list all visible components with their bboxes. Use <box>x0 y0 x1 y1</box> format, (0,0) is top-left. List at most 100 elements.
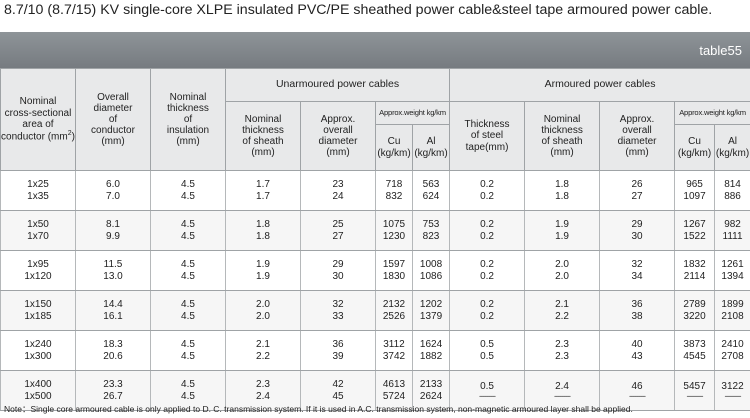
table-row: 1x240 1x300 18.3 20.6 4.5 4.5 2.1 2.2 36 39 3112 37… <box>0 330 750 371</box>
cell-area: 1x240 1x300 <box>0 330 76 371</box>
cell-ar-od: 46 -------- <box>599 370 676 411</box>
cell-ar-od: 40 43 <box>599 330 676 371</box>
spec-table-container: table55 Nominal cross-sectional area of … <box>0 32 750 411</box>
cell-un-al: 2133 2624 <box>411 370 451 411</box>
header-un-weight: Approx.weight kg/km <box>374 101 451 125</box>
cell-area: 1x50 1x70 <box>0 210 76 251</box>
header-steel-tape: Thickness of steel tape(mm) <box>449 101 526 171</box>
cell-un-al: 753 823 <box>411 210 451 251</box>
cell-un-od: 23 24 <box>300 170 376 211</box>
cell-ar-al: 2410 2708 <box>714 330 750 371</box>
cell-dia: 14.4 16.1 <box>75 290 151 331</box>
header-unarmoured-group: Unarmoured power cables <box>224 68 451 102</box>
spec-table-body: 1x25 1x35 6.0 7.0 4.5 4.5 1.7 1.7 23 24 718 832 563 6… <box>0 170 750 411</box>
cell-un-al: 1624 1882 <box>411 330 451 371</box>
header-un-cu: Cu (kg/km) <box>375 124 413 171</box>
cell-ar-cu: 1267 1522 <box>674 210 716 251</box>
header-overall-diameter: Overall diameter of conductor (mm) <box>75 68 151 171</box>
cell-un-cu: 4613 5724 <box>375 370 413 411</box>
cell-un-sh: 2.3 2.4 <box>225 370 301 411</box>
header-ar-sheath: Nominal thickness of sheath (mm) <box>524 101 601 171</box>
cell-un-cu: 2132 2526 <box>375 290 413 331</box>
cell-ar-al: 1261 1394 <box>714 250 750 291</box>
cell-un-sh: 2.0 2.0 <box>225 290 301 331</box>
cell-un-al: 563 624 <box>411 170 451 211</box>
cell-ar-cu: 5457 -------- <box>674 370 716 411</box>
cell-ar-cu: 3873 4545 <box>674 330 716 371</box>
cell-ar-od: 26 27 <box>599 170 676 211</box>
cell-ins: 4.5 4.5 <box>150 290 226 331</box>
cell-steel: 0.2 0.2 <box>449 250 526 291</box>
cell-ar-sh: 2.1 2.2 <box>524 290 601 331</box>
cell-ins: 4.5 4.5 <box>150 210 226 251</box>
cell-ar-od: 29 30 <box>599 210 676 251</box>
cell-ins: 4.5 4.5 <box>150 330 226 371</box>
cell-dia: 8.1 9.9 <box>75 210 151 251</box>
cell-ar-od: 32 34 <box>599 250 676 291</box>
header-un-sheath: Nominal thickness of sheath (mm) <box>225 101 301 171</box>
cell-ins: 4.5 4.5 <box>150 370 226 411</box>
table-row: 1x150 1x185 14.4 16.1 4.5 4.5 2.0 2.0 32 33 2132 25… <box>0 290 750 331</box>
cell-steel: 0.5 -------- <box>449 370 526 411</box>
cell-un-cu: 3112 3742 <box>375 330 413 371</box>
table-tag: table55 <box>699 43 742 58</box>
cell-un-cu: 1597 1830 <box>375 250 413 291</box>
cell-ar-sh: 1.9 1.9 <box>524 210 601 251</box>
cell-dia: 6.0 7.0 <box>75 170 151 211</box>
cell-ar-sh: 2.3 2.3 <box>524 330 601 371</box>
cell-un-cu: 718 832 <box>375 170 413 211</box>
cell-ins: 4.5 4.5 <box>150 250 226 291</box>
cell-un-od: 25 27 <box>300 210 376 251</box>
header-insulation-thickness: Nominal thickness of insulation (mm) <box>150 68 226 171</box>
header-armoured-group: Armoured power cables <box>449 68 750 102</box>
cell-ar-sh: 2.0 2.0 <box>524 250 601 291</box>
cell-dia: 23.3 26.7 <box>75 370 151 411</box>
cell-steel: 0.2 0.2 <box>449 170 526 211</box>
cell-dia: 18.3 20.6 <box>75 330 151 371</box>
cell-steel: 0.2 0.2 <box>449 210 526 251</box>
footnote: Note：Single core armoured cable is only … <box>4 404 633 414</box>
cell-ar-cu: 2789 3220 <box>674 290 716 331</box>
table-tag-bar: table55 <box>0 32 750 68</box>
cell-un-od: 36 39 <box>300 330 376 371</box>
cell-ar-cu: 1832 2114 <box>674 250 716 291</box>
table-row: 1x400 1x500 23.3 26.7 4.5 4.5 2.3 2.4 42 45 4613 57… <box>0 370 750 411</box>
spec-table: Nominal cross-sectional area of conducto… <box>0 68 750 411</box>
cell-ar-al: 1899 2108 <box>714 290 750 331</box>
cell-ar-sh: 2.4 -------- <box>524 370 601 411</box>
cell-steel: 0.2 0.2 <box>449 290 526 331</box>
header-ar-weight: Approx.weight kg/km <box>674 101 750 125</box>
cell-dia: 11.5 13.0 <box>75 250 151 291</box>
cell-un-sh: 2.1 2.2 <box>225 330 301 371</box>
header-ar-cu: Cu (kg/km) <box>674 124 716 171</box>
cell-un-od: 42 45 <box>300 370 376 411</box>
page-title: 8.7/10 (8.7/15) KV single-core XLPE insu… <box>4 2 713 18</box>
table-row: 1x25 1x35 6.0 7.0 4.5 4.5 1.7 1.7 23 24 718 832 563 6… <box>0 170 750 211</box>
cell-un-cu: 1075 1230 <box>375 210 413 251</box>
cell-ar-al: 982 1111 <box>714 210 750 251</box>
cell-un-al: 1008 1086 <box>411 250 451 291</box>
header-nominal-area: Nominal cross-sectional area of conducto… <box>0 68 76 171</box>
header-un-diameter: Approx. overall diameter (mm) <box>300 101 376 171</box>
cell-un-sh: 1.8 1.8 <box>225 210 301 251</box>
cell-ar-al: 3122 -------- <box>714 370 750 411</box>
cell-steel: 0.5 0.5 <box>449 330 526 371</box>
cell-area: 1x150 1x185 <box>0 290 76 331</box>
cell-area: 1x25 1x35 <box>0 170 76 211</box>
header-un-al: Al (kg/km) <box>411 124 451 171</box>
header-ar-al: Al (kg/km) <box>714 124 750 171</box>
cell-un-od: 32 33 <box>300 290 376 331</box>
cell-ar-sh: 1.8 1.8 <box>524 170 601 211</box>
table-row: 1x50 1x70 8.1 9.9 4.5 4.5 1.8 1.8 25 27 1075 1230 75… <box>0 210 750 251</box>
table-row: 1x95 1x120 11.5 13.0 4.5 4.5 1.9 1.9 29 30 1597 183… <box>0 250 750 291</box>
cell-area: 1x95 1x120 <box>0 250 76 291</box>
cell-ar-al: 814 886 <box>714 170 750 211</box>
header-ar-diameter: Approx. overall diameter (mm) <box>599 101 676 171</box>
cell-ar-cu: 965 1097 <box>674 170 716 211</box>
cell-ins: 4.5 4.5 <box>150 170 226 211</box>
cell-area: 1x400 1x500 <box>0 370 76 411</box>
cell-un-od: 29 30 <box>300 250 376 291</box>
cell-un-sh: 1.9 1.9 <box>225 250 301 291</box>
cell-un-al: 1202 1379 <box>411 290 451 331</box>
cell-un-sh: 1.7 1.7 <box>225 170 301 211</box>
